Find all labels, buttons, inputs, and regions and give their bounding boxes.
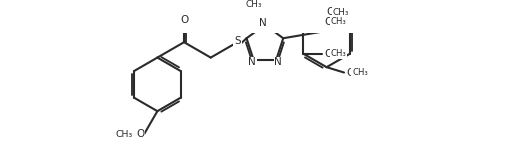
- Text: O: O: [180, 15, 188, 25]
- Text: O: O: [324, 49, 333, 59]
- Text: CH₃: CH₃: [352, 68, 368, 77]
- Text: S: S: [234, 36, 241, 46]
- Text: N: N: [259, 18, 267, 28]
- Text: N: N: [275, 57, 282, 67]
- Text: O: O: [136, 129, 144, 139]
- Text: CH₃: CH₃: [333, 8, 349, 17]
- Text: CH₃: CH₃: [330, 17, 346, 26]
- Text: O: O: [324, 17, 333, 27]
- Text: O: O: [326, 7, 335, 17]
- Text: O: O: [346, 67, 354, 77]
- Text: CH₃: CH₃: [330, 49, 346, 58]
- Text: CH₃: CH₃: [115, 130, 133, 139]
- Text: CH₃: CH₃: [246, 0, 262, 8]
- Text: N: N: [248, 57, 256, 67]
